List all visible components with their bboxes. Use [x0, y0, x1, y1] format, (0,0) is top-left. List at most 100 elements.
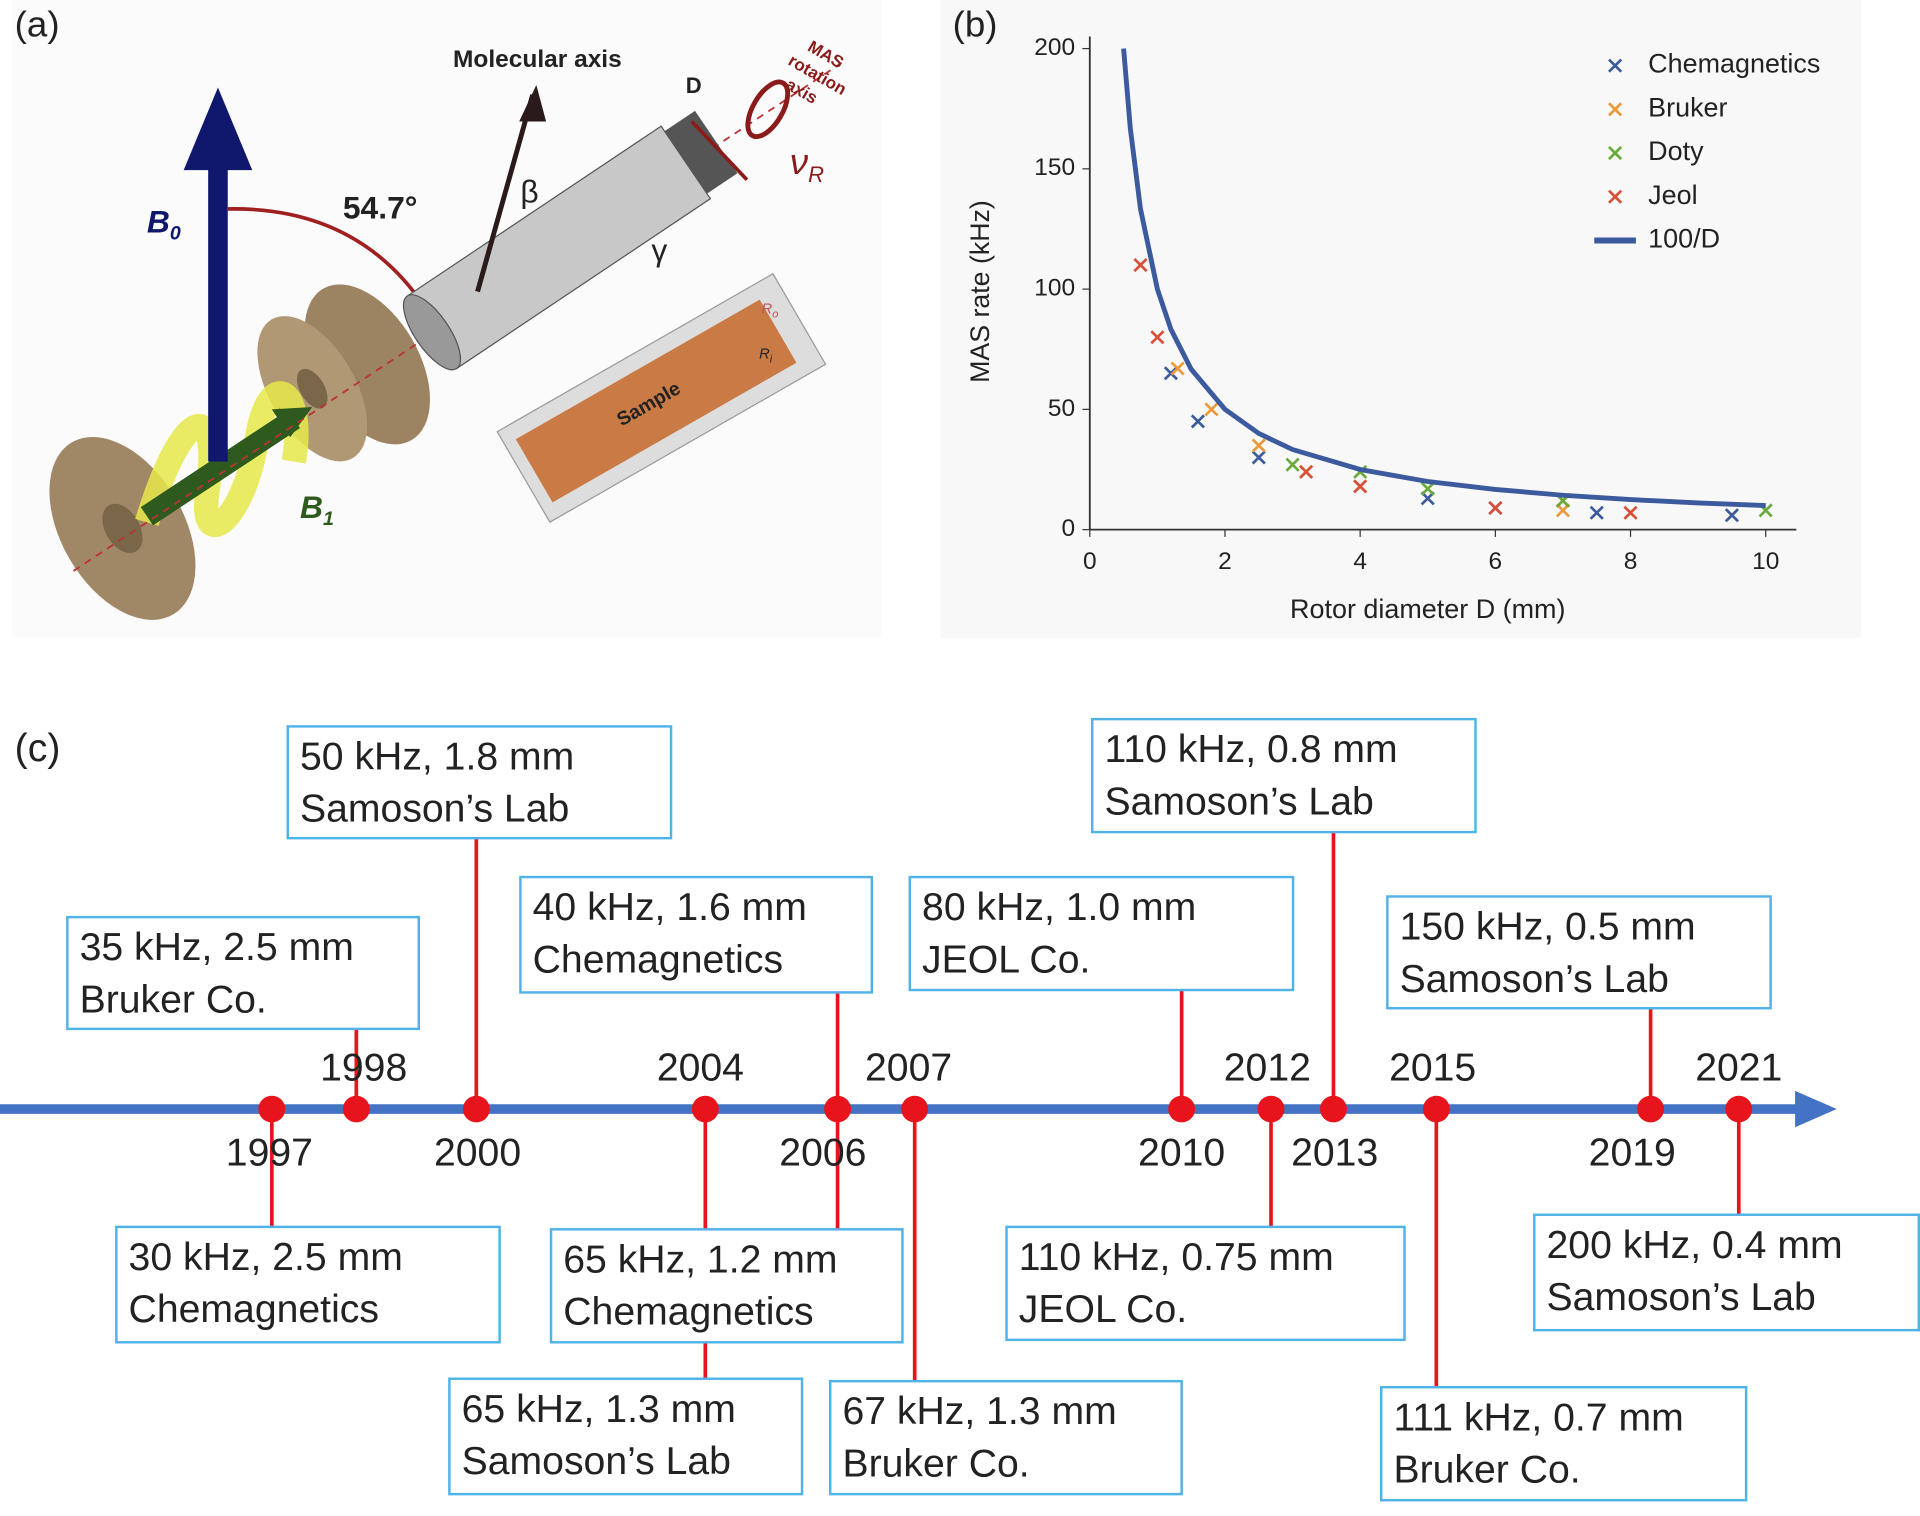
note-line: 200 kHz, 0.4 mm	[1547, 1224, 1843, 1267]
note-line: Samoson’s Lab	[1104, 781, 1373, 824]
b0-arrow	[208, 157, 228, 462]
rotation-ring	[745, 79, 791, 140]
note-line: Bruker Co.	[1393, 1449, 1580, 1492]
event-dot	[901, 1095, 929, 1123]
note-line: 30 kHz, 2.5 mm	[129, 1236, 403, 1279]
x-tick-label: 8	[1624, 548, 1638, 575]
note-line: 110 kHz, 0.75 mm	[1019, 1236, 1334, 1279]
molecular-axis-arrow	[475, 94, 536, 293]
note-box	[1533, 1213, 1920, 1332]
event-dot	[824, 1095, 852, 1123]
rf-disc-hole	[296, 368, 328, 409]
diameter-label: D	[686, 73, 702, 98]
x-tick-label: 4	[1353, 548, 1367, 575]
note-box	[1386, 895, 1772, 1010]
sample	[515, 299, 797, 503]
note-box	[908, 875, 1295, 992]
note-box	[519, 875, 874, 994]
y-tick-label: 200	[1034, 34, 1075, 61]
rotor-cap	[664, 110, 738, 194]
note-line: Chemagnetics	[533, 938, 783, 981]
panel-a: (a) B0 54.7° B1 Molecular axis β γ D	[12, 0, 882, 638]
note-line: 80 kHz, 1.0 mm	[922, 886, 1196, 929]
note-line: Bruker Co.	[842, 1443, 1029, 1486]
b0-label: B0	[147, 204, 181, 244]
note-box	[549, 1228, 904, 1344]
diameter-marker	[690, 120, 749, 182]
point	[1589, 505, 1604, 520]
point	[1623, 505, 1638, 520]
note-line: 35 kHz, 2.5 mm	[80, 926, 354, 969]
note-box	[1005, 1225, 1406, 1342]
note-line: Samoson’s Lab	[300, 788, 569, 831]
x-tick-label: 0	[1083, 548, 1097, 575]
year-label: 2013	[1291, 1132, 1378, 1175]
note-line: 65 kHz, 1.2 mm	[563, 1239, 837, 1282]
point	[1204, 402, 1219, 417]
y-tick-label: 0	[1061, 515, 1075, 542]
note-box	[286, 725, 673, 840]
note-line: Samoson’s Lab	[1547, 1276, 1816, 1319]
year-label: 2010	[1138, 1132, 1225, 1175]
point	[1190, 414, 1206, 429]
ri-label: Ri	[759, 347, 773, 366]
b0-arrow-head	[183, 87, 253, 171]
point	[1133, 258, 1148, 273]
note-box	[1091, 717, 1477, 834]
event-dot	[691, 1095, 719, 1123]
panel-b: (b) MAS rate (kHz) Rotor diameter D (mm)…	[940, 0, 1862, 638]
note-box	[66, 915, 420, 1031]
event-dot	[462, 1095, 490, 1123]
legend-label: Jeol	[1648, 180, 1697, 210]
spin-rate-label: νR	[790, 141, 824, 187]
legend-swatch	[1608, 102, 1623, 117]
note-line: Samoson’s Lab	[462, 1440, 731, 1483]
panel-c: (c) 30 kHz, 2.5 mm Chemagnetics 1997 35 kHz…	[0, 717, 1920, 1502]
legend-label: Chemagnetics	[1648, 49, 1820, 79]
panel-label: (b)	[953, 3, 998, 44]
year-label: 2007	[865, 1047, 952, 1090]
molecular-axis-head	[519, 85, 547, 122]
gamma-label: γ	[651, 232, 667, 268]
angle-label: 54.7°	[343, 190, 418, 226]
legend-swatch	[1608, 146, 1623, 161]
panel-label: (c)	[15, 727, 61, 770]
point	[1251, 450, 1266, 465]
y-tick-label: 50	[1048, 395, 1075, 422]
legend-label: Doty	[1648, 136, 1704, 166]
legend-label: Bruker	[1648, 92, 1727, 122]
rf-disc-hole	[102, 503, 143, 554]
event-dot	[1257, 1095, 1285, 1123]
x-tick-label: 6	[1489, 548, 1503, 575]
event-dot	[1725, 1095, 1753, 1123]
note-box	[828, 1379, 1183, 1496]
note-line: 67 kHz, 1.3 mm	[842, 1390, 1116, 1433]
rf-coil	[135, 381, 309, 537]
event-dot	[1422, 1095, 1450, 1123]
x-tick-label: 10	[1752, 548, 1779, 575]
event-dot	[1637, 1095, 1665, 1123]
point	[1285, 457, 1300, 472]
point	[1251, 438, 1266, 453]
note-line: Chemagnetics	[129, 1288, 379, 1331]
rotor	[402, 110, 738, 371]
note-box	[115, 1225, 501, 1344]
year-label: 2012	[1224, 1047, 1311, 1090]
note-line: 50 kHz, 1.8 mm	[300, 736, 574, 779]
b1-label: B1	[300, 490, 334, 530]
year-label: 2021	[1695, 1047, 1782, 1090]
ro-label: Ro	[762, 302, 779, 321]
point	[1163, 366, 1178, 381]
b1-arrow	[140, 409, 300, 526]
note-line: 110 kHz, 0.8 mm	[1104, 728, 1397, 771]
legend-label: 100/D	[1648, 224, 1720, 254]
event-dot	[342, 1095, 370, 1123]
rotor-end	[402, 294, 462, 371]
sample-holder: Sample	[496, 272, 827, 523]
note-line: JEOL Co.	[1019, 1288, 1187, 1331]
x-tick-label: 2	[1218, 548, 1232, 575]
year-label: 2004	[657, 1047, 744, 1090]
event-dot	[258, 1095, 286, 1123]
note-line: 111 kHz, 0.7 mm	[1393, 1396, 1683, 1439]
x-axis-title: Rotor diameter D (mm)	[1290, 594, 1565, 624]
